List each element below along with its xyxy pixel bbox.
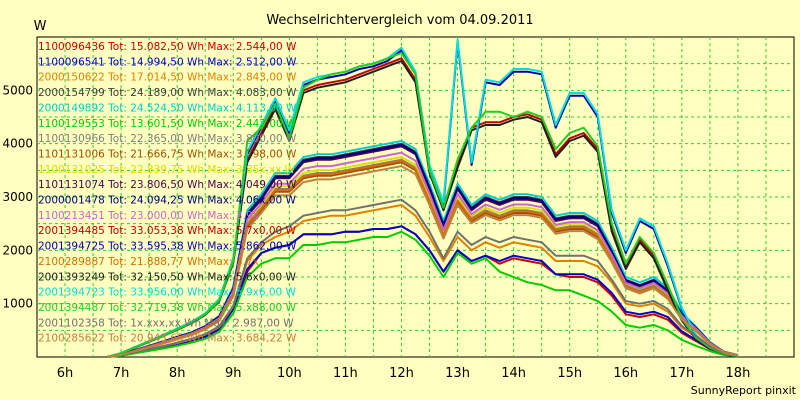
series-layer [106, 38, 739, 358]
legend-entry: 2100285622 Tot: 20.943,65 Wh Max: 3.684,… [38, 333, 297, 345]
series-line [106, 225, 739, 358]
x-tick-label: 17h [669, 366, 694, 381]
legend-entry: 1100213451 Tot: 23.000,00 Wh Max: 3.9x [38, 210, 259, 222]
axes: 1000 2000 3000 4000 5000 6h 7h 8h 9h 10h 11h 12h 13h… [2, 83, 750, 381]
grid [37, 37, 794, 357]
x-tick-label: 9h [225, 366, 242, 381]
legend-entry: 2001393249 Tot: 32.150,50 Wh Max: 5.6x0,… [38, 271, 297, 283]
series-line [106, 52, 739, 358]
series-line [106, 165, 739, 358]
y-tick-label: 5000 [2, 83, 33, 97]
x-tick-label: 13h [445, 366, 470, 381]
x-tick-label: 10h [277, 366, 302, 381]
legend-entry: 2100289887 Tot: 21.888,77 Wh Max: 3.7x [38, 256, 259, 268]
footer-credit: SunnyReport pinxit [691, 384, 797, 397]
legend-entry: 1100129553 Tot: 13.601,50 Wh Max: 2.442,… [38, 118, 297, 130]
x-tick-label: 12h [389, 366, 414, 381]
y-tick-label: 3000 [2, 190, 33, 204]
y-tick-label: 1000 [2, 297, 33, 311]
x-tick-label: 14h [501, 366, 526, 381]
series-line [107, 230, 738, 358]
legend-entry: 1100130966 Tot: 22.365,00 Wh Max: 3.800,… [38, 133, 297, 145]
x-tick-label: 11h [333, 366, 358, 381]
x-tick-label: 7h [113, 366, 130, 381]
legend-entry: 2001394485 Tot: 33.053,38 Wh Max: 5.7x0,… [38, 225, 297, 237]
legend-entry: 2001102358 Tot: 1x.xxx,xx Wh Max: 2.987,… [38, 317, 294, 329]
y-tick-label: 4000 [2, 137, 33, 151]
legend-entry: 2000154799 Tot: 24.189,00 Wh Max: 4.083,… [38, 87, 297, 99]
legend-entry: 2000149892 Tot: 24.524,50 Wh Max: 4.113,… [38, 102, 297, 114]
x-tick-label: 8h [169, 366, 186, 381]
legend-entry: 1100131025 Tot: 22.839,75 Wh Max: 3.85x,… [38, 164, 296, 176]
x-tick-label: 16h [613, 366, 638, 381]
legend-entry: 1101131074 Tot: 23.806,50 Wh Max: 4.049,… [38, 179, 297, 191]
legend-entry: 2001394723 Tot: 33.956,00 Wh Max: 5.9x6,… [38, 287, 297, 299]
series-line [106, 198, 739, 358]
x-tick-label: 18h [726, 366, 751, 381]
legend: 1100096436 Tot: 15.082,50 Wh Max: 2.544,… [38, 41, 297, 345]
series-line [106, 151, 739, 358]
legend-entry: 2001394725 Tot: 33.595,38 Wh Max: 5.862,… [38, 241, 297, 253]
x-tick-label: 6h [57, 366, 74, 381]
y-tick-label: 2000 [2, 243, 33, 257]
x-tick-label: 15h [557, 366, 582, 381]
legend-entry: 1100096541 Tot: 14.994,50 Wh Max: 2.512,… [38, 56, 297, 68]
series-line [106, 143, 739, 358]
y-axis-label: W [34, 19, 47, 34]
legend-entry: 2000001478 Tot: 24.094,25 Wh Max: 4.06x,… [38, 195, 297, 207]
chart-title: Wechselrichtervergleich vom 04.09.2011 [266, 13, 533, 28]
legend-entry: 2000150622 Tot: 17.014,50 Wh Max: 2.843,… [38, 72, 297, 84]
legend-entry: 1100096436 Tot: 15.082,50 Wh Max: 2.544,… [38, 41, 297, 53]
legend-entry: 1101131006 Tot: 21.666,75 Wh Max: 3.798,… [38, 148, 297, 160]
legend-entry: 2001394487 Tot: 32.719,38 Wh Max: 5.x88,… [38, 302, 297, 314]
